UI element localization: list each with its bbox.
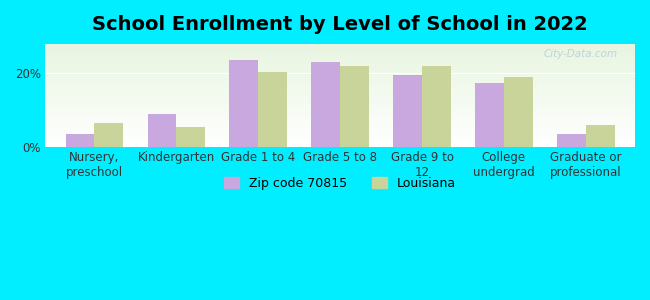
Bar [475,82,504,147]
Bar [66,134,94,147]
Bar [94,123,123,147]
Bar [340,66,369,147]
Bar [258,71,287,147]
Bar [311,62,340,147]
Bar [422,66,450,147]
Bar [393,75,422,147]
Bar [586,125,614,147]
Bar [504,77,532,147]
Text: City-Data.com: City-Data.com [543,49,618,59]
Bar [148,114,176,147]
Bar [229,61,258,147]
Bar [176,127,205,147]
Bar [557,134,586,147]
Legend: Zip code 70815, Louisiana: Zip code 70815, Louisiana [219,172,462,195]
Title: School Enrollment by Level of School in 2022: School Enrollment by Level of School in … [92,15,588,34]
